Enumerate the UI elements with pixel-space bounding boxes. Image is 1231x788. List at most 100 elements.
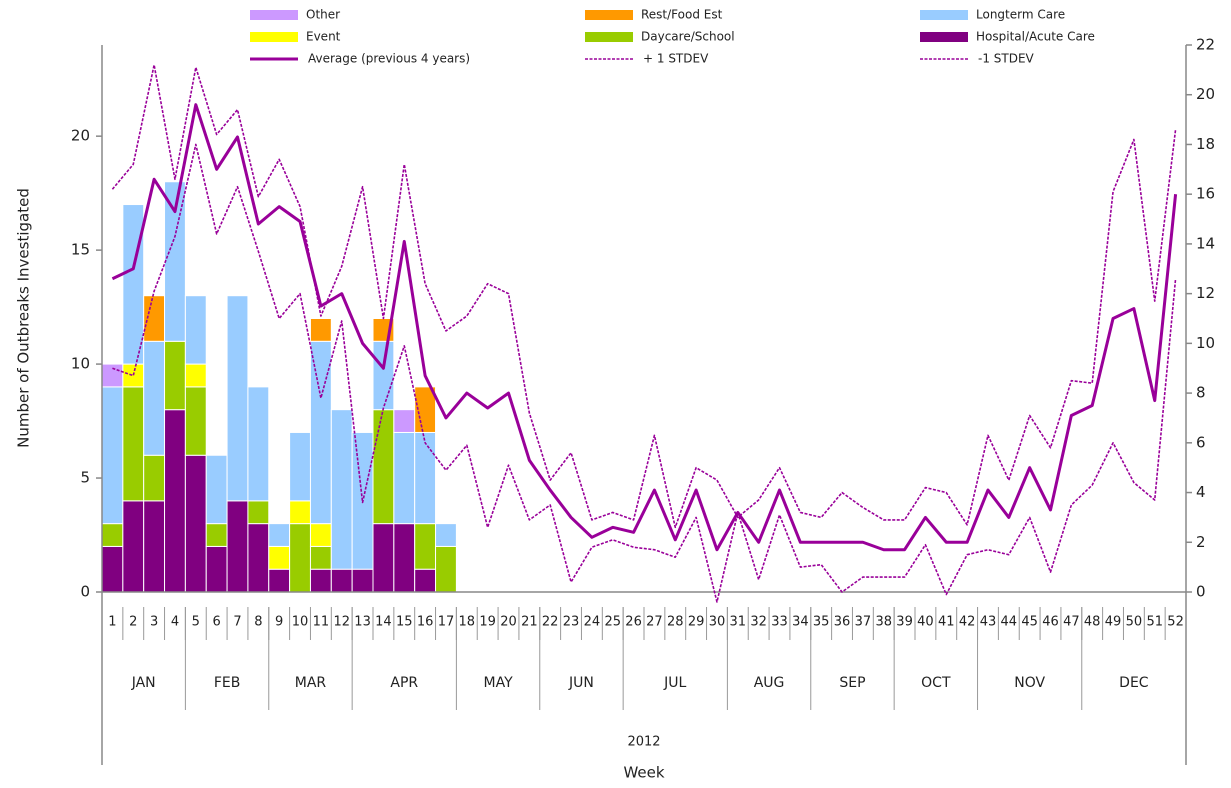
average-line [111, 103, 1178, 552]
legend-label: + 1 STDEV [643, 52, 709, 66]
bar-segment [122, 386, 145, 502]
bar-segment [184, 295, 207, 365]
week-label: 32 [750, 615, 767, 630]
bar-segment [372, 340, 395, 411]
legend-swatch [250, 10, 298, 20]
y2-tick-label: 8 [1196, 384, 1206, 402]
bar-segment [122, 500, 145, 593]
week-label: 18 [459, 615, 476, 630]
y2-tick-label: 10 [1196, 334, 1215, 352]
week-label: 19 [479, 615, 496, 630]
bar-segment [393, 409, 416, 433]
week-label: 49 [1105, 615, 1122, 630]
week-label: 48 [1084, 615, 1101, 630]
week-label: 11 [313, 615, 330, 630]
y-axis-title: Number of Outbreaks Investigated [15, 188, 33, 448]
y2-tick-label: 16 [1196, 185, 1215, 203]
legend-label: Longterm Care [976, 8, 1065, 22]
week-label: 26 [625, 615, 642, 630]
year-label: 2012 [627, 735, 660, 750]
week-label: 43 [980, 615, 997, 630]
legend-swatch [250, 32, 298, 42]
bar-segment [143, 295, 166, 342]
bar-segment [205, 454, 228, 525]
legend-item: Daycare/School [585, 30, 735, 44]
week-label: 28 [667, 615, 684, 630]
bar-segment [414, 523, 437, 570]
y2-tick-label: 22 [1196, 36, 1215, 54]
month-label: JAN [131, 675, 156, 691]
stdev-line [111, 64, 1177, 529]
week-label: 27 [646, 615, 663, 630]
bar-segment [435, 523, 457, 547]
bar-segment [184, 363, 207, 388]
week-label: 50 [1126, 615, 1143, 630]
week-label: 51 [1146, 615, 1163, 630]
bar-segment [289, 500, 311, 525]
legend-swatch [920, 10, 968, 20]
bar-segment [184, 386, 207, 456]
x-axis-title: Week [623, 764, 664, 782]
bar-segment [268, 523, 291, 547]
bar-segment [122, 363, 145, 388]
week-label: 21 [521, 615, 538, 630]
legend-swatch [585, 10, 633, 20]
week-label: 17 [438, 615, 455, 630]
legend-item: -1 STDEV [920, 52, 1035, 66]
bar-segment [393, 523, 416, 593]
y2-tick-label: 4 [1196, 483, 1206, 501]
y2-tick-label: 12 [1196, 284, 1215, 302]
y-tick-label: 5 [80, 469, 90, 487]
bar-segment [164, 340, 186, 411]
week-label: 44 [1001, 615, 1018, 630]
week-label: 41 [938, 615, 955, 630]
legend-swatch [585, 32, 633, 42]
bar-segment [143, 454, 166, 502]
y2-tick-label: 2 [1196, 533, 1206, 551]
week-label: 24 [584, 615, 601, 630]
legend-label: -1 STDEV [978, 52, 1035, 66]
month-label: JUL [663, 675, 686, 691]
bar-segment [372, 409, 395, 525]
bar-segment [101, 545, 124, 593]
bar-segment [101, 363, 124, 388]
week-label: 40 [917, 615, 934, 630]
bar-segment [330, 409, 353, 570]
week-label: 3 [150, 615, 158, 630]
bar-segment [414, 568, 437, 593]
bar-segment [226, 295, 249, 502]
bar-segment [289, 523, 311, 593]
week-label: 33 [771, 615, 788, 630]
legend-label: Event [306, 30, 341, 44]
week-label: 38 [875, 615, 892, 630]
week-label: 2 [129, 615, 137, 630]
week-label: 42 [959, 615, 976, 630]
bar-segment [309, 523, 332, 547]
bar-segment [247, 500, 270, 525]
bar-segment [414, 431, 437, 525]
bar-segment [122, 204, 145, 365]
week-label: 13 [354, 615, 371, 630]
week-label: 52 [1167, 615, 1184, 630]
bar-segment [226, 500, 249, 593]
bar-segment [164, 181, 186, 342]
bar-segment [143, 500, 166, 593]
month-label: FEB [214, 675, 241, 691]
bar-segment [393, 431, 416, 525]
bar-segment [247, 386, 270, 502]
month-label: NOV [1014, 675, 1045, 691]
bar-segment [101, 523, 124, 547]
y-tick-label: 10 [71, 355, 90, 373]
month-label: AUG [754, 675, 785, 691]
bar-segment [372, 523, 395, 593]
week-label: 7 [233, 615, 241, 630]
bar-segment [184, 454, 207, 593]
legend-label: Other [306, 8, 340, 22]
bar-segment [101, 386, 124, 525]
legend-item: Event [250, 30, 341, 44]
legend-item: Rest/Food Est [585, 8, 723, 22]
bar-segment [309, 318, 332, 342]
legend-item: Hospital/Acute Care [920, 30, 1095, 44]
bar-segment [309, 568, 332, 593]
